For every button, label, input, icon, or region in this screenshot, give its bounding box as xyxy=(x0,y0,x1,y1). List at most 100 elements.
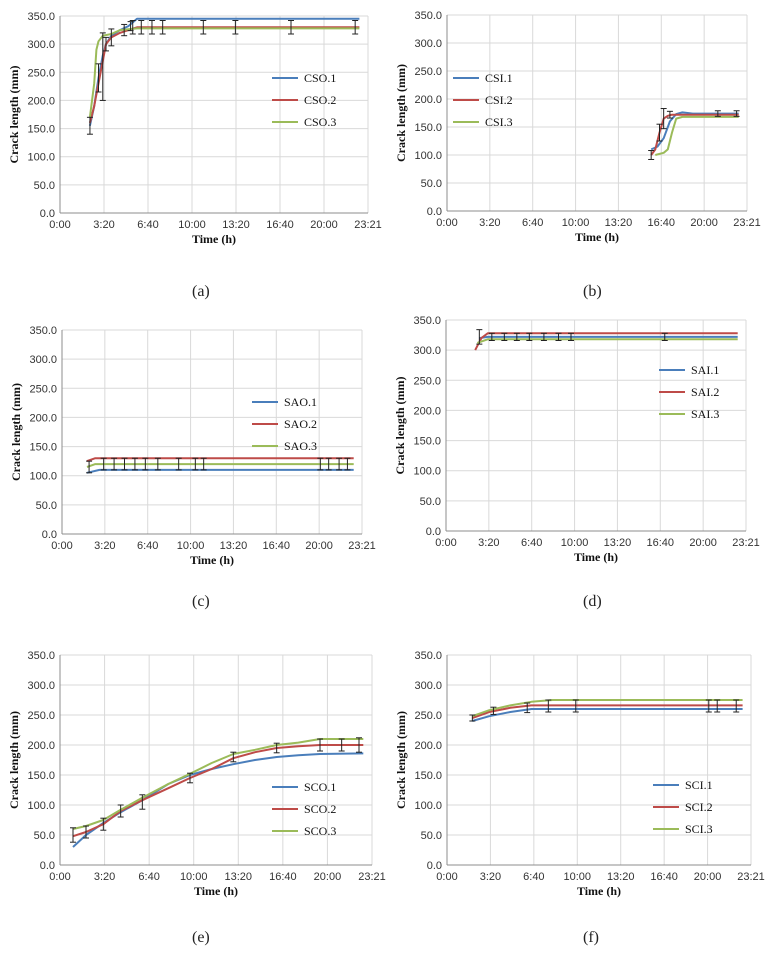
x-tick-label: 16:40 xyxy=(263,540,291,552)
error-bar xyxy=(117,804,124,818)
y-tick-label: 150.0 xyxy=(27,124,55,136)
error-bar xyxy=(660,108,667,130)
error-bar xyxy=(95,63,102,93)
y-tick-label: 0.0 xyxy=(426,526,441,538)
x-tick-label: 13:20 xyxy=(607,871,635,883)
y-tick-label: 250.0 xyxy=(414,710,442,722)
x-tick-label: 13:20 xyxy=(604,537,632,549)
legend-label: SCI.2 xyxy=(685,800,713,814)
y-tick-label: 100.0 xyxy=(29,471,57,483)
chart-panel-f: 0.0 50.0 100.0 150.0 200.0 250.0 300.0 350.0 0:0… xyxy=(391,645,782,955)
legend-label: SCI.1 xyxy=(685,778,713,792)
y-tick-label: 50.0 xyxy=(420,496,441,508)
error-bar xyxy=(111,457,118,471)
series-line-SCI.2 xyxy=(471,704,743,719)
y-tick-label: 150.0 xyxy=(413,436,441,448)
x-tick-label: 10:00 xyxy=(562,217,590,229)
legend-label: CSO.1 xyxy=(304,71,336,85)
error-bar xyxy=(121,23,128,37)
y-tick-label: 350.0 xyxy=(413,315,441,327)
x-tick-label: 0:00 xyxy=(51,540,72,552)
y-tick-label: 300.0 xyxy=(27,39,55,51)
y-tick-label: 0.0 xyxy=(427,206,442,218)
error-bar xyxy=(524,702,531,714)
legend-label: SCO.3 xyxy=(304,824,336,838)
caption-f: (f) xyxy=(583,929,599,946)
x-tick-label: 13:20 xyxy=(220,540,248,552)
series-line-SAI.2 xyxy=(474,332,738,351)
y-tick-label: 250.0 xyxy=(27,67,55,79)
x-tick-label: 16:40 xyxy=(269,871,297,883)
y-tick-label: 50.0 xyxy=(34,180,55,192)
x-axis-label: Time (h) xyxy=(574,550,618,564)
y-tick-label: 50.0 xyxy=(421,178,442,190)
caption-c: (c) xyxy=(192,593,210,610)
y-tick-label: 250.0 xyxy=(29,383,57,395)
y-tick-label: 100.0 xyxy=(27,152,55,164)
x-tick-label: 20:00 xyxy=(310,219,338,231)
x-tick-label: 3:20 xyxy=(94,871,115,883)
error-bar xyxy=(568,332,574,341)
error-bar xyxy=(317,457,324,471)
y-axis-label: Crack length (mm) xyxy=(394,64,408,162)
y-tick-label: 200.0 xyxy=(27,740,55,752)
error-bar xyxy=(488,332,495,341)
caption-b: (b) xyxy=(583,283,602,300)
chart-panel-e: 0.0 50.0 100.0 150.0 200.0 250.0 300.0 350.0 0:0… xyxy=(0,645,391,955)
error-bar xyxy=(572,699,579,713)
x-tick-label: 3:20 xyxy=(480,871,501,883)
error-bar xyxy=(121,457,128,471)
error-bar xyxy=(705,699,712,713)
x-tick-label: 23:21 xyxy=(354,219,382,231)
error-bar xyxy=(100,457,107,471)
chart-svg-d: 0.0 50.0 100.0 150.0 200.0 250.0 300.0 350.0 0:0… xyxy=(393,315,760,564)
x-axis-label: Time (h) xyxy=(575,230,619,244)
chart-svg-b: 0.0 50.0 100.0 150.0 200.0 250.0 300.0 350.0 0:0… xyxy=(394,10,761,244)
error-bar xyxy=(100,817,107,831)
error-bar xyxy=(288,20,294,35)
error-bar xyxy=(139,794,146,810)
legend-label: CSI.1 xyxy=(485,71,513,85)
error-bar xyxy=(513,332,520,341)
x-tick-label: 13:20 xyxy=(222,219,250,231)
legend-label: SAI.2 xyxy=(691,385,719,399)
error-bar xyxy=(200,20,207,35)
error-bar xyxy=(138,20,145,35)
caption-e: (e) xyxy=(192,929,210,946)
y-tick-label: 150.0 xyxy=(414,122,442,134)
error-bar xyxy=(317,738,323,752)
y-tick-label: 100.0 xyxy=(413,466,441,478)
y-tick-label: 300.0 xyxy=(29,354,57,366)
x-tick-label: 23:21 xyxy=(733,217,761,229)
x-tick-label: 3:20 xyxy=(93,219,114,231)
error-bar xyxy=(187,772,193,784)
x-tick-label: 6:40 xyxy=(521,537,542,549)
error-bar xyxy=(733,699,740,713)
x-tick-label: 23:21 xyxy=(732,537,760,549)
error-bar xyxy=(656,123,663,142)
x-tick-label: 23:21 xyxy=(737,871,765,883)
chart-svg-c: 0.0 50.0 100.0 150.0 200.0 250.0 300.0 350.0 0:0… xyxy=(9,325,376,567)
error-bar xyxy=(666,110,673,119)
error-bar xyxy=(469,714,476,722)
x-axis-label: Time (h) xyxy=(577,884,621,898)
y-tick-label: 150.0 xyxy=(414,770,442,782)
error-bar xyxy=(661,332,668,341)
error-bar xyxy=(540,332,547,341)
x-tick-label: 0:00 xyxy=(435,537,456,549)
legend-label: CSI.2 xyxy=(485,93,513,107)
chart-panel-d: 0.0 50.0 100.0 150.0 200.0 250.0 300.0 350.0 0:0… xyxy=(391,310,782,620)
y-tick-label: 300.0 xyxy=(27,680,55,692)
legend-label: CSO.2 xyxy=(304,93,336,107)
y-tick-label: 200.0 xyxy=(27,95,55,107)
error-bar xyxy=(336,457,343,471)
y-tick-label: 200.0 xyxy=(414,94,442,106)
series-line-SCO.2 xyxy=(72,744,364,838)
series-line-SAO.1 xyxy=(86,468,354,474)
error-bar xyxy=(476,329,483,345)
error-bar xyxy=(175,457,182,471)
error-bar xyxy=(102,36,109,52)
x-tick-label: 16:40 xyxy=(266,219,294,231)
error-bar xyxy=(70,827,76,843)
chart-panel-a: 0.0 50.0 100.0 150.0 200.0 250.0 300.0 350.0 0:0… xyxy=(0,0,391,300)
